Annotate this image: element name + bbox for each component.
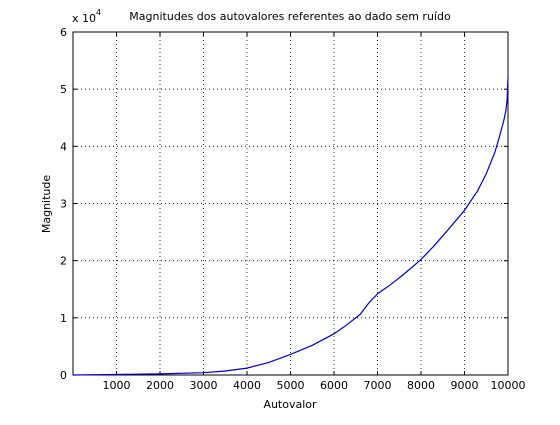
y-exponent-base: x 10 <box>72 12 96 25</box>
x-axis-label: Autovalor <box>263 398 317 411</box>
x-tick-label: 8000 <box>407 379 435 392</box>
x-tick-label: 1000 <box>103 379 131 392</box>
x-tick-label: 10000 <box>491 379 526 392</box>
y-tick-label: 5 <box>60 83 67 96</box>
y-tick-label: 0 <box>60 369 67 382</box>
plot-area <box>73 32 508 375</box>
x-tick-label: 4000 <box>233 379 261 392</box>
x-tick-label: 3000 <box>190 379 218 392</box>
y-tick-label: 4 <box>60 140 67 153</box>
x-tick-label: 5000 <box>277 379 305 392</box>
x-tick-label: 2000 <box>146 379 174 392</box>
y-tick-label: 6 <box>60 26 67 39</box>
tick-labels: 1000 2000 3000 4000 5000 6000 7000 8000 9000 1000… <box>60 26 526 392</box>
series-line <box>72 77 509 376</box>
y-tick-label: 3 <box>60 198 67 211</box>
y-tick-label: 1 <box>60 312 67 325</box>
chart-title: Magnitudes dos autovalores referentes ao… <box>129 10 451 23</box>
y-exponent-power: 4 <box>96 8 101 17</box>
x-tick-label: 6000 <box>320 379 348 392</box>
x-tick-label: 9000 <box>451 379 479 392</box>
y-axis-label: Magnitude <box>40 175 53 234</box>
x-tick-label: 7000 <box>364 379 392 392</box>
plot-frame <box>72 31 509 376</box>
y-tick-label: 2 <box>60 255 67 268</box>
